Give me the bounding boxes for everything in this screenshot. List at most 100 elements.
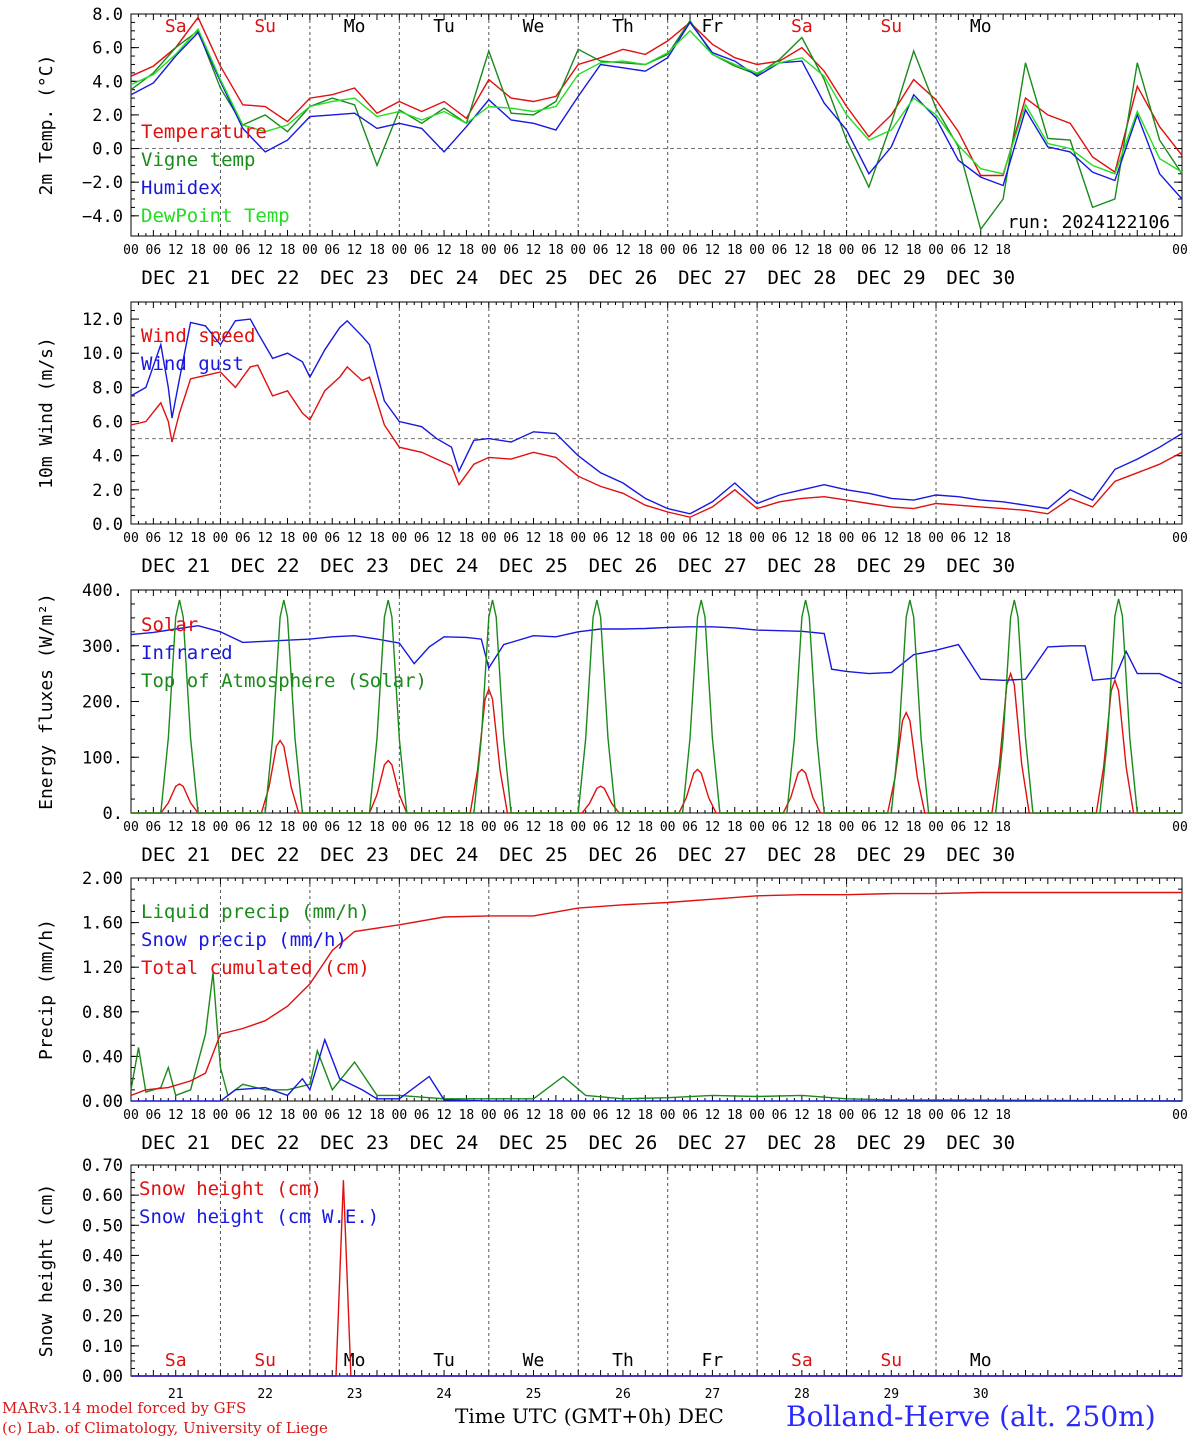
y-axis-label: Snow height (cm) [36,1184,57,1357]
y-tick-label: 0.40 [82,1246,123,1266]
hour-label: 18 [906,243,922,258]
series-line [130,972,1183,1102]
y-tick-label: 6.0 [92,413,123,433]
y-tick-label: 8.0 [92,378,123,398]
series-line [131,1037,1182,1102]
hour-label: 12 [257,531,273,546]
hour-label: 18 [280,531,296,546]
date-label: DEC 21 [141,1132,210,1154]
date-label: DEC 26 [589,1132,658,1154]
hour-label: 06 [682,1108,698,1123]
hour-label: 18 [369,820,385,835]
legend-entry: Total cumulated (cm) [141,957,370,979]
day-number: 29 [883,1387,899,1402]
hour-label: 00 [1172,243,1188,258]
date-label: DEC 22 [231,844,300,866]
legend-entry: Solar [141,614,198,636]
hour-label: 18 [727,1108,743,1123]
hour-label: 12 [794,1108,810,1123]
legend-entry: Liquid precip (mm/h) [141,901,370,923]
hour-label: 12 [257,820,273,835]
weekday-label: Fr [702,16,724,37]
hour-label: 00 [570,1108,586,1123]
weekday-label: Tu [433,16,455,37]
date-label: DEC 25 [499,555,568,577]
y-tick-label: −2.0 [82,173,123,193]
date-label: DEC 29 [857,267,926,289]
y-tick-label: 100. [82,748,123,768]
series-line [130,624,1183,685]
y-tick-label: 1.20 [82,958,123,978]
date-label: DEC 25 [499,1132,568,1154]
y-tick-label: 2.00 [82,869,123,889]
y-tick-label: 0.80 [82,1003,123,1023]
hour-label: 06 [861,531,877,546]
hour-label: 12 [526,820,542,835]
hour-label: 12 [705,243,721,258]
hour-label: 12 [705,1108,721,1123]
hour-label: 00 [570,531,586,546]
hour-label: 00 [660,531,676,546]
date-label: DEC 26 [589,267,658,289]
hour-label: 00 [839,531,855,546]
hour-label: 12 [168,531,184,546]
y-tick-label: 0.20 [82,1307,123,1327]
hour-label: 12 [883,243,899,258]
series-line [130,27,1183,175]
hour-label: 00 [749,531,765,546]
hour-label: 00 [302,243,318,258]
hour-label: 00 [570,243,586,258]
hour-label: 12 [973,243,989,258]
date-label: DEC 27 [678,555,747,577]
y-tick-label: 0.00 [82,1092,123,1112]
y-tick-label: 0.40 [82,1047,123,1067]
weekday-label: We [523,16,545,37]
hour-label: 00 [302,531,318,546]
date-label: DEC 25 [499,844,568,866]
hour-label: 18 [280,243,296,258]
y-axis-label: 10m Wind (m/s) [36,337,57,489]
hour-label: 18 [190,531,206,546]
hour-label: 00 [392,820,408,835]
hour-label: 12 [526,243,542,258]
hour-label: 18 [280,1108,296,1123]
y-tick-label: −4.0 [82,207,123,227]
hour-label: 06 [235,820,251,835]
date-label: DEC 22 [231,1132,300,1154]
y-axis-label: 2m Temp. (°C) [36,55,57,196]
day-number: 27 [705,1387,721,1402]
hour-label: 18 [637,1108,653,1123]
y-tick-label: 0.70 [82,1156,123,1176]
hour-label: 00 [213,531,229,546]
model-line: MARv3.14 model forced by GFS [2,1399,247,1417]
y-tick-label: 0.0 [92,140,123,160]
y-axis-label: Precip (mm/h) [36,919,57,1060]
hour-label: 18 [995,1108,1011,1123]
weekday-label: Su [880,1350,902,1371]
date-label: DEC 28 [768,555,837,577]
hour-label: 06 [146,820,162,835]
y-tick-label: 400. [82,581,123,601]
hour-label: 00 [749,243,765,258]
hour-label: 06 [324,531,340,546]
hour-label: 00 [749,1108,765,1123]
hour-label: 06 [503,820,519,835]
series-line [130,318,1183,515]
weekday-label: Sa [791,16,813,37]
hour-label: 00 [392,243,408,258]
legend-entry: Wind speed [141,325,255,347]
legend-entry: DewPoint Temp [141,205,290,227]
lab-line: (c) Lab. of Climatology, University of L… [2,1419,328,1437]
legend-entry: Vigne temp [141,149,255,171]
panel-frame [130,13,1183,237]
hour-label: 18 [459,1108,475,1123]
model-credit: MARv3.14 model forced by GFS (c) Lab. of… [2,1398,328,1438]
hour-label: 00 [302,820,318,835]
date-label: DEC 22 [231,267,300,289]
day-number: 22 [257,1387,273,1402]
y-tick-label: 2.0 [92,106,123,126]
hour-label: 12 [705,820,721,835]
weekday-label: Mo [970,1350,992,1371]
legend-entry: Snow height (cm W.E.) [139,1206,379,1228]
